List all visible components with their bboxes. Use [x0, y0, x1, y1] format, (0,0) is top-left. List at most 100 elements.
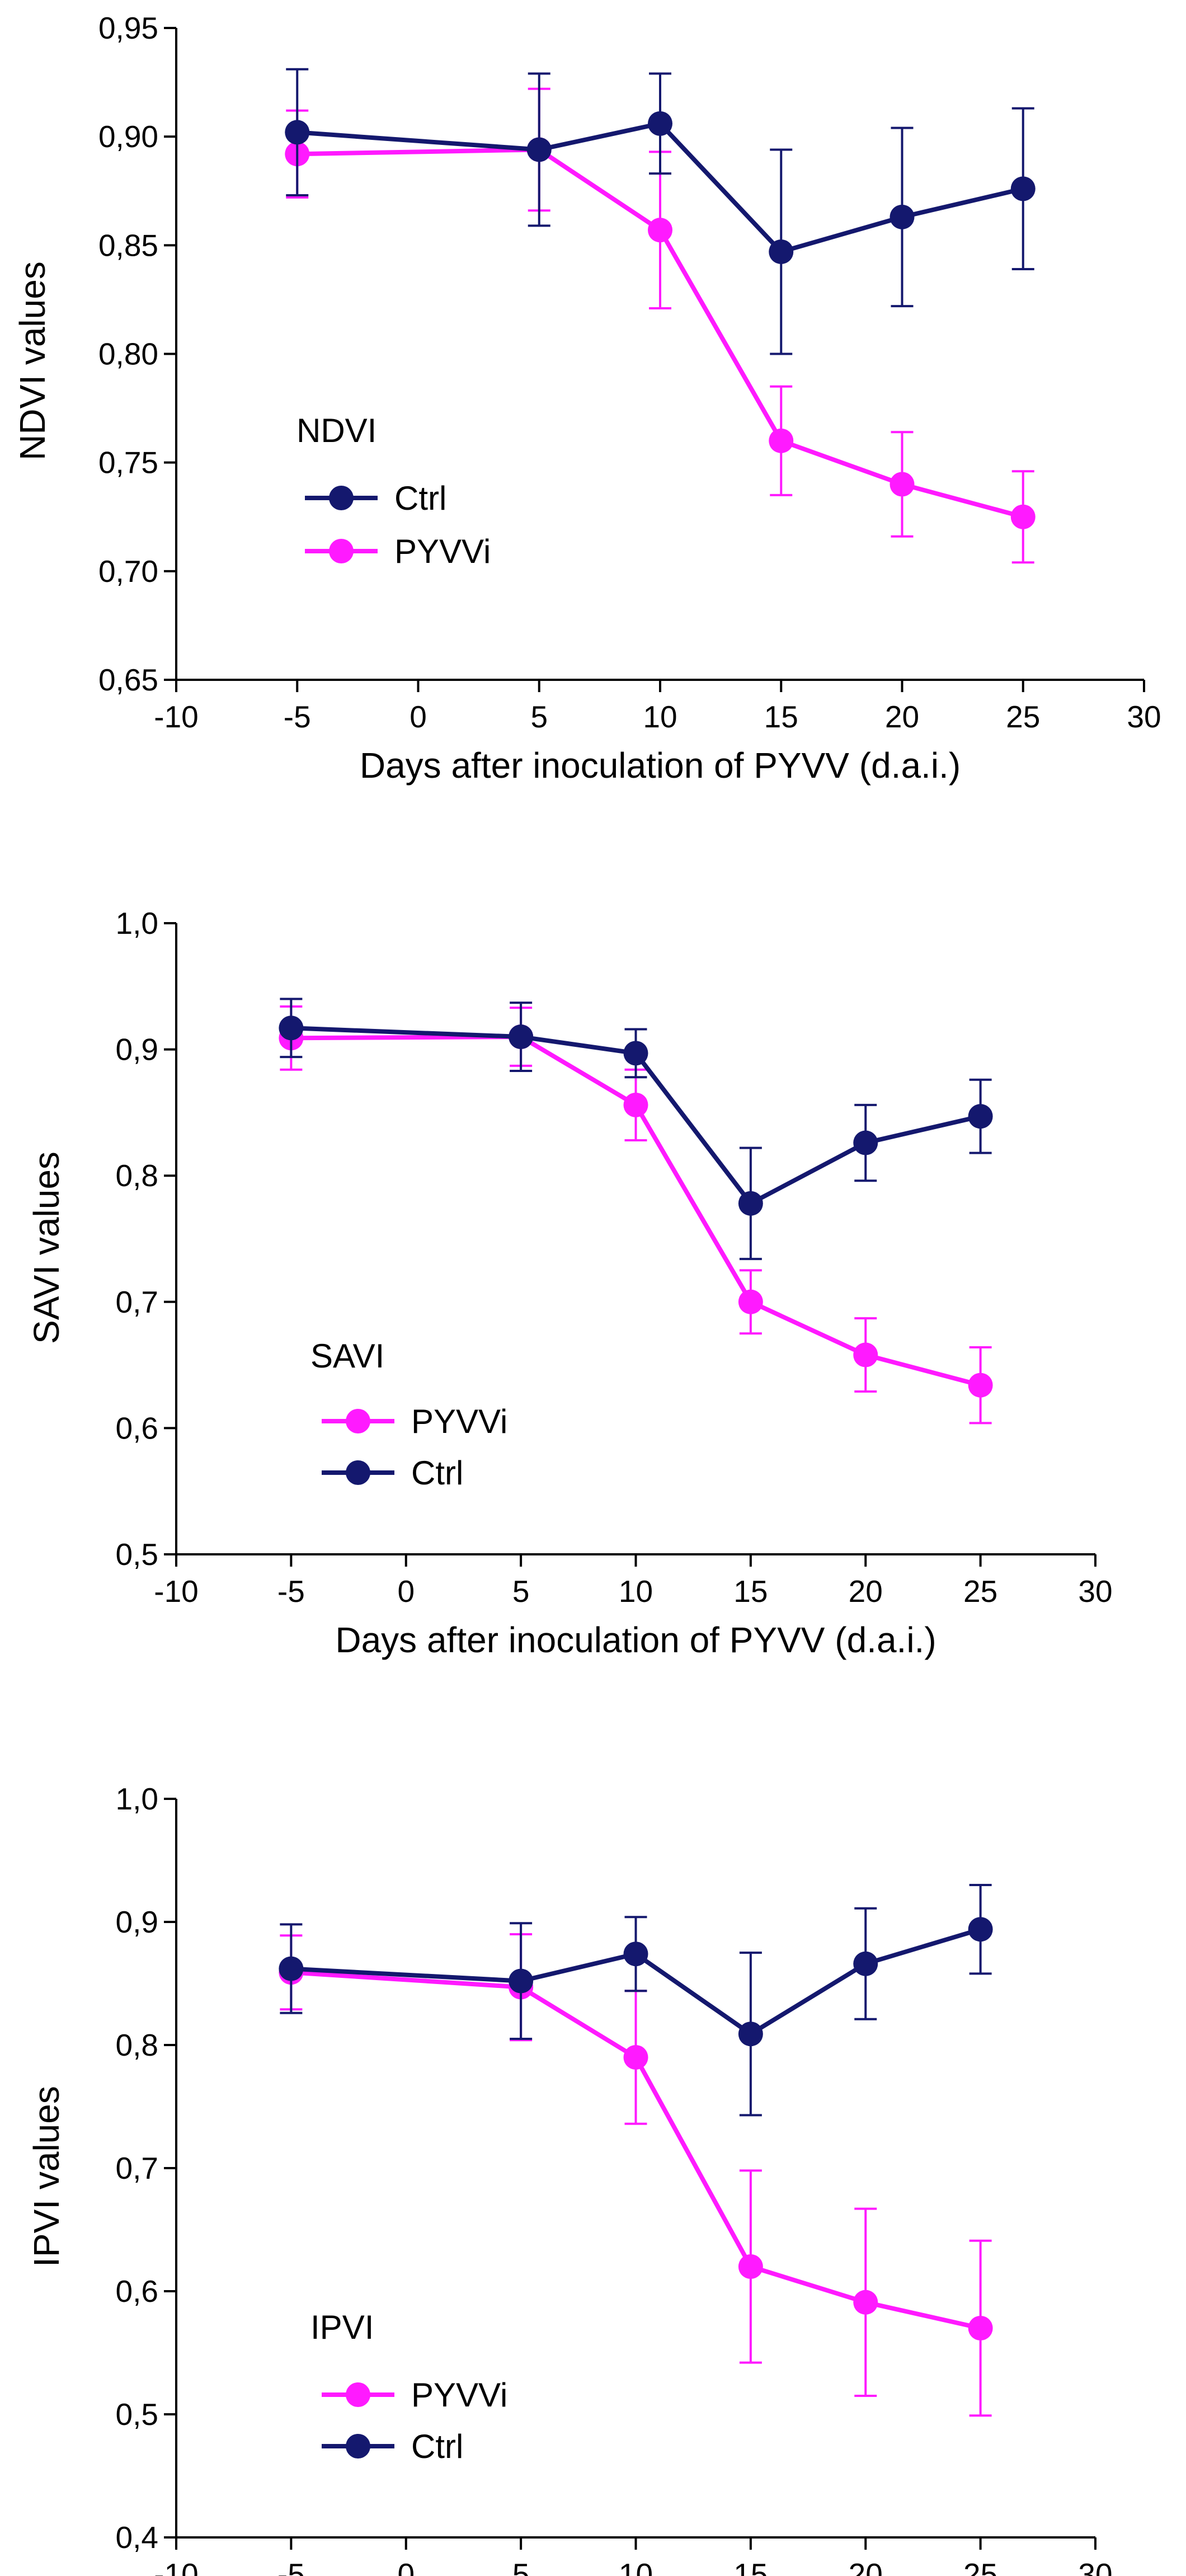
- x-tick-label: 25: [963, 1574, 997, 1609]
- x-tick-label: -5: [284, 699, 311, 734]
- series-ctrl: [285, 68, 1036, 355]
- legend-entry-pyvvi: PYVVi: [394, 533, 491, 570]
- x-tick-label: 10: [619, 1574, 653, 1609]
- x-tick-label: 15: [733, 2557, 768, 2576]
- legend-swatch-marker: [329, 486, 354, 510]
- y-tick-label: 0,5: [116, 2397, 158, 2432]
- data-point: [526, 137, 552, 162]
- legend-swatch-marker: [346, 1460, 370, 1485]
- legend-entry-pyvvi: PYVVi: [411, 2376, 507, 2414]
- data-point: [853, 2290, 878, 2315]
- x-tick-label: 30: [1078, 1574, 1112, 1609]
- x-tick-label: 5: [530, 699, 548, 734]
- data-point: [623, 1041, 648, 1066]
- data-point: [968, 1104, 993, 1129]
- y-tick-label: 0,85: [98, 228, 158, 262]
- x-tick-label: -5: [277, 2557, 305, 2576]
- data-point: [509, 1968, 534, 1994]
- legend-entry-pyvvi: PYVVi: [411, 1403, 507, 1440]
- x-tick-label: -10: [154, 699, 199, 734]
- chart-panel-3: 0,40,50,60,70,80,91,0-10-5051015202530Da…: [26, 1781, 1113, 2576]
- y-tick-label: 0,5: [116, 1537, 158, 1572]
- data-point: [623, 2045, 648, 2070]
- data-point: [769, 428, 794, 453]
- series-ctrl: [279, 998, 993, 1261]
- chart-panel-2: 0,5 0,6 0,7 0,8 0,9 1,0 -10 -5 0 5 10 15 20 25 30 Days …: [26, 906, 1113, 1660]
- series-ctrl: [279, 1884, 993, 2117]
- x-tick-label: 0: [397, 2557, 415, 2576]
- data-point: [279, 1956, 304, 1981]
- data-point: [648, 111, 672, 136]
- x-tick-label: -10: [154, 1574, 199, 1609]
- x-tick-label: 10: [643, 699, 677, 734]
- x-tick-label: 20: [885, 699, 919, 734]
- x-tick-label: -5: [277, 1574, 305, 1609]
- y-tick-label: 0,9: [116, 1032, 158, 1067]
- y-tick-label: 0,90: [98, 119, 158, 154]
- data-point: [623, 1942, 648, 1967]
- data-point: [738, 2254, 763, 2279]
- x-tick-label: 5: [512, 1574, 530, 1609]
- data-point: [853, 1951, 878, 1976]
- x-tick-label: 30: [1078, 2557, 1112, 2576]
- y-axis-label: NDVI values: [12, 261, 53, 460]
- data-point: [285, 120, 310, 145]
- data-point: [738, 1289, 763, 1314]
- legend-entry-ctrl: Ctrl: [411, 2428, 463, 2465]
- x-tick-label: 20: [849, 2557, 883, 2576]
- data-point: [968, 1372, 993, 1398]
- y-axis-label: SAVI values: [26, 1151, 67, 1344]
- y-tick-label: 0,8: [116, 2028, 158, 2062]
- data-point: [738, 1191, 763, 1216]
- legend-title: IPVI: [310, 2309, 374, 2346]
- y-tick-label: 0,7: [116, 2151, 158, 2185]
- y-tick-label: 0,8: [116, 1158, 158, 1193]
- legend-title: NDVI: [296, 412, 376, 449]
- data-point: [853, 1130, 878, 1155]
- data-point: [968, 2316, 993, 2340]
- x-tick-label: 15: [764, 699, 798, 734]
- x-axis-label: Days after inoculation of PYVV (d.a.i.): [335, 1620, 936, 1660]
- x-axis-label: Days after inoculation of PYVV (d.a.i.): [360, 745, 961, 786]
- x-tick-label: 25: [1006, 699, 1040, 734]
- legend-swatch-marker: [329, 539, 354, 563]
- y-tick-label: 1,0: [116, 906, 158, 941]
- data-point: [738, 2022, 763, 2047]
- data-point: [769, 239, 794, 264]
- x-tick-label: 15: [733, 1574, 768, 1609]
- legend: SAVI PYVVi Ctrl: [310, 1337, 507, 1492]
- x-tick-label: 5: [512, 2557, 530, 2576]
- y-tick-label: 0,75: [98, 445, 158, 480]
- series-line: [296, 121, 1024, 254]
- chart-panel-1: 0,65 0,70 0,75 0,80 0,85 0,90 0,95 -10 -5 0 5 10 15 2…: [12, 11, 1161, 786]
- x-tick-label: 10: [619, 2557, 653, 2576]
- legend-swatch-marker: [346, 2434, 370, 2459]
- x-tick-label: 25: [963, 2557, 997, 2576]
- x-tick-label: 0: [410, 699, 427, 734]
- y-tick-label: 0,80: [98, 337, 158, 372]
- data-point: [1010, 176, 1036, 201]
- legend-title: SAVI: [310, 1337, 384, 1375]
- y-tick-label: 0,95: [98, 11, 158, 45]
- data-point: [509, 1024, 534, 1050]
- legend-swatch-marker: [346, 2382, 370, 2407]
- y-tick-label: 0,70: [98, 554, 158, 589]
- y-axis-label: IPVI values: [26, 2086, 67, 2267]
- data-point: [890, 472, 915, 497]
- data-point: [623, 1092, 648, 1117]
- data-point: [1010, 504, 1036, 529]
- y-tick-label: 1,0: [116, 1781, 158, 1816]
- legend: IPVI PYVVi Ctrl: [310, 2309, 507, 2465]
- data-point: [853, 1342, 878, 1367]
- series-line: [291, 1026, 981, 1206]
- y-tick-label: 0,4: [116, 2520, 158, 2555]
- series-pyvvi: [279, 1933, 993, 2417]
- series-line: [291, 1927, 981, 2037]
- legend: NDVI Ctrl PYVVi: [296, 412, 491, 570]
- legend-entry-ctrl: Ctrl: [411, 1454, 463, 1492]
- data-point: [279, 1016, 304, 1041]
- data-point: [648, 218, 672, 243]
- x-tick-label: 20: [849, 1574, 883, 1609]
- legend-swatch-marker: [346, 1409, 370, 1433]
